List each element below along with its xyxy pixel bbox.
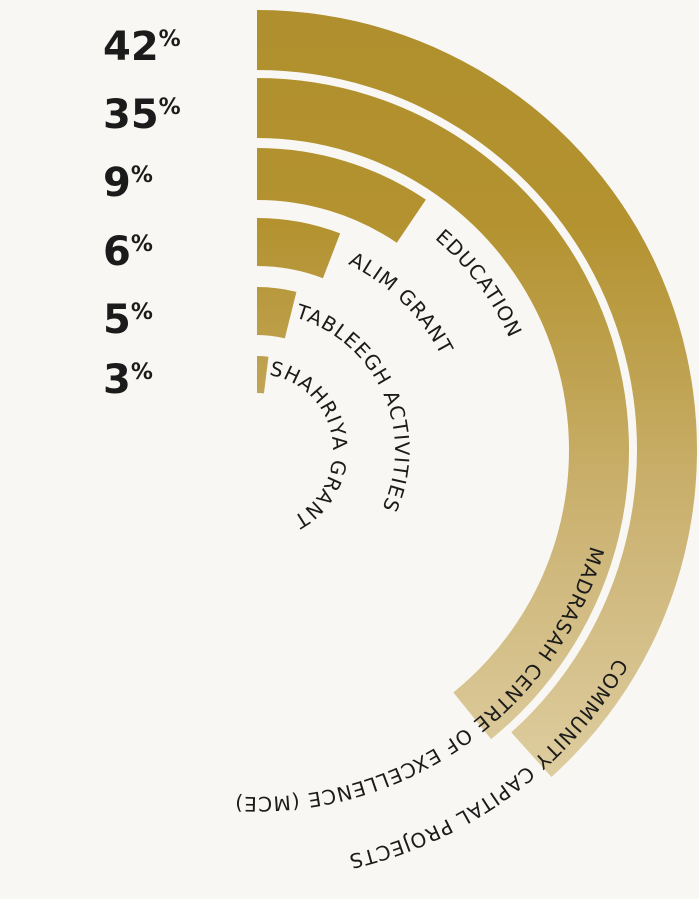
arc-bar-6 [257,356,269,394]
arc-bar-4 [257,218,341,279]
arc-label-6: SHAHRIYA GRANT [268,356,353,534]
percent-label-6: 3% [103,357,153,403]
arc-label-5: TABLEEGH ACTIVITIES [292,299,414,516]
percent-labels: 42% 35% 9% 6% 5% 3% [103,24,181,403]
percent-label-4: 6% [103,229,153,275]
percent-label-5: 5% [103,297,153,343]
arc-bars [257,10,697,777]
arc-bar-2 [257,78,630,740]
percent-label-2: 35% [103,92,181,138]
arc-bar-3 [257,148,426,243]
percent-label-1: 42% [103,24,181,70]
percent-label-3: 9% [103,160,153,206]
arc-bar-5 [257,287,297,339]
arc-bar-1 [257,10,697,777]
